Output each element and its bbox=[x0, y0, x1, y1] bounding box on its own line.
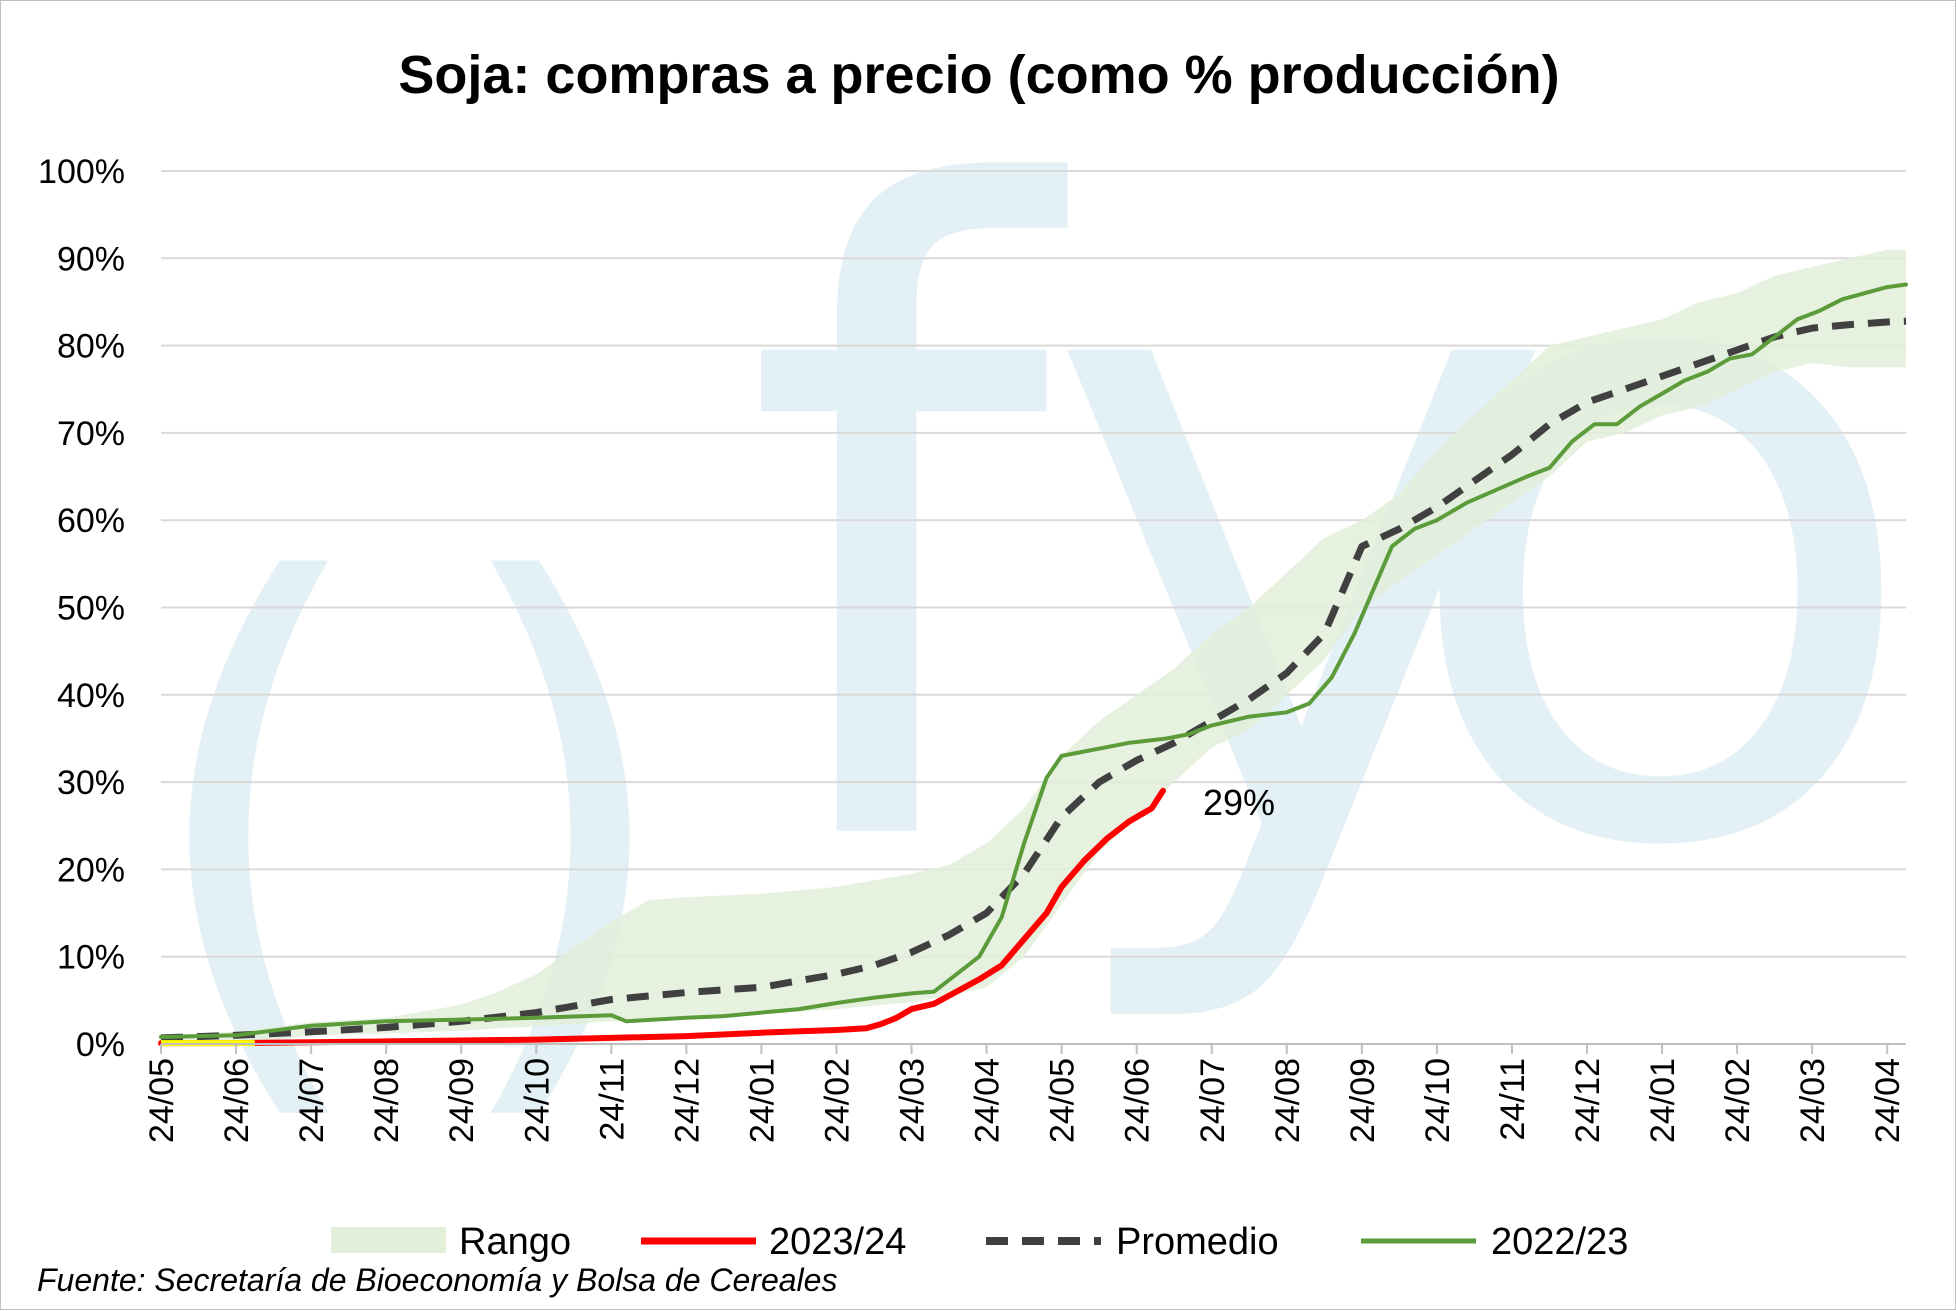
y-tick-label: 50% bbox=[57, 590, 125, 628]
x-tick-label: 24/02 bbox=[818, 1058, 856, 1143]
x-tick-label: 24/04 bbox=[1869, 1058, 1907, 1143]
x-tick-label: 24/06 bbox=[218, 1058, 256, 1143]
y-tick-label: 40% bbox=[57, 677, 125, 715]
x-tick-label: 24/12 bbox=[1569, 1058, 1607, 1143]
x-tick-label: 24/01 bbox=[743, 1058, 781, 1143]
y-tick-label: 30% bbox=[57, 764, 125, 802]
y-tick-label: 90% bbox=[57, 240, 125, 278]
x-tick-label: 24/09 bbox=[1344, 1058, 1382, 1143]
y-tick-label: 70% bbox=[57, 415, 125, 453]
legend: Rango 2023/24 Promedio 2022/23 bbox=[331, 1221, 1628, 1263]
axes: 0% 10% 20% 30% 40% 50% 60% 70% 80% 90% 100% 24/05 24… bbox=[38, 153, 1907, 1143]
x-tick-label: 24/06 bbox=[1119, 1058, 1157, 1143]
x-tick-label: 24/03 bbox=[1794, 1058, 1832, 1143]
x-tick-label: 24/05 bbox=[1044, 1058, 1082, 1143]
x-tick-label: 24/05 bbox=[143, 1058, 181, 1143]
source-note: Fuente: Secretaría de Bioeconomía y Bols… bbox=[37, 1262, 837, 1298]
x-tick-label: 24/08 bbox=[368, 1058, 406, 1143]
x-tick-label: 24/12 bbox=[668, 1058, 706, 1143]
x-tick-label: 24/03 bbox=[894, 1058, 932, 1143]
series-line-2022-23 bbox=[159, 282, 1908, 1039]
x-tick-label: 24/07 bbox=[293, 1058, 331, 1143]
y-tick-label: 20% bbox=[57, 851, 125, 889]
y-tick-label: 0% bbox=[76, 1026, 125, 1064]
x-tick-label: 24/07 bbox=[1194, 1058, 1232, 1143]
x-tick-label: 24/11 bbox=[1494, 1058, 1532, 1141]
watermark-glyph: ( bbox=[136, 457, 378, 1178]
series-line-promedio bbox=[160, 317, 1907, 1042]
legend-label: Rango bbox=[459, 1221, 571, 1263]
x-tick-label: 24/01 bbox=[1644, 1058, 1682, 1143]
x-tick-label: 24/09 bbox=[443, 1058, 481, 1143]
legend-label: 2022/23 bbox=[1491, 1221, 1628, 1263]
series-band-rango bbox=[161, 249, 1906, 1045]
legend-swatch-rango bbox=[331, 1227, 446, 1253]
x-tick-label: 24/02 bbox=[1719, 1058, 1757, 1143]
watermark-glyph: o bbox=[1391, 14, 1929, 1039]
legend-label: Promedio bbox=[1116, 1221, 1279, 1263]
legend-label: 2023/24 bbox=[769, 1221, 906, 1263]
y-tick-label: 80% bbox=[57, 328, 125, 366]
x-tick-label: 24/11 bbox=[593, 1058, 631, 1141]
y-tick-label: 10% bbox=[57, 939, 125, 977]
chart-title: Soja: compras a precio (como % producció… bbox=[398, 45, 1559, 105]
watermark-glyph: ) bbox=[441, 457, 683, 1178]
series-line-2023-24 bbox=[158, 787, 1166, 1047]
x-tick-label: 24/08 bbox=[1269, 1058, 1307, 1143]
last-value-annotation: 29% bbox=[1203, 782, 1275, 823]
x-tick-label: 24/10 bbox=[518, 1058, 556, 1143]
y-tick-label: 60% bbox=[57, 502, 125, 540]
x-tick-label: 24/04 bbox=[969, 1058, 1007, 1143]
y-tick-label: 100% bbox=[38, 153, 125, 191]
x-tick-label: 24/10 bbox=[1419, 1058, 1457, 1143]
watermark-logo: () fyo bbox=[136, 14, 1929, 1178]
